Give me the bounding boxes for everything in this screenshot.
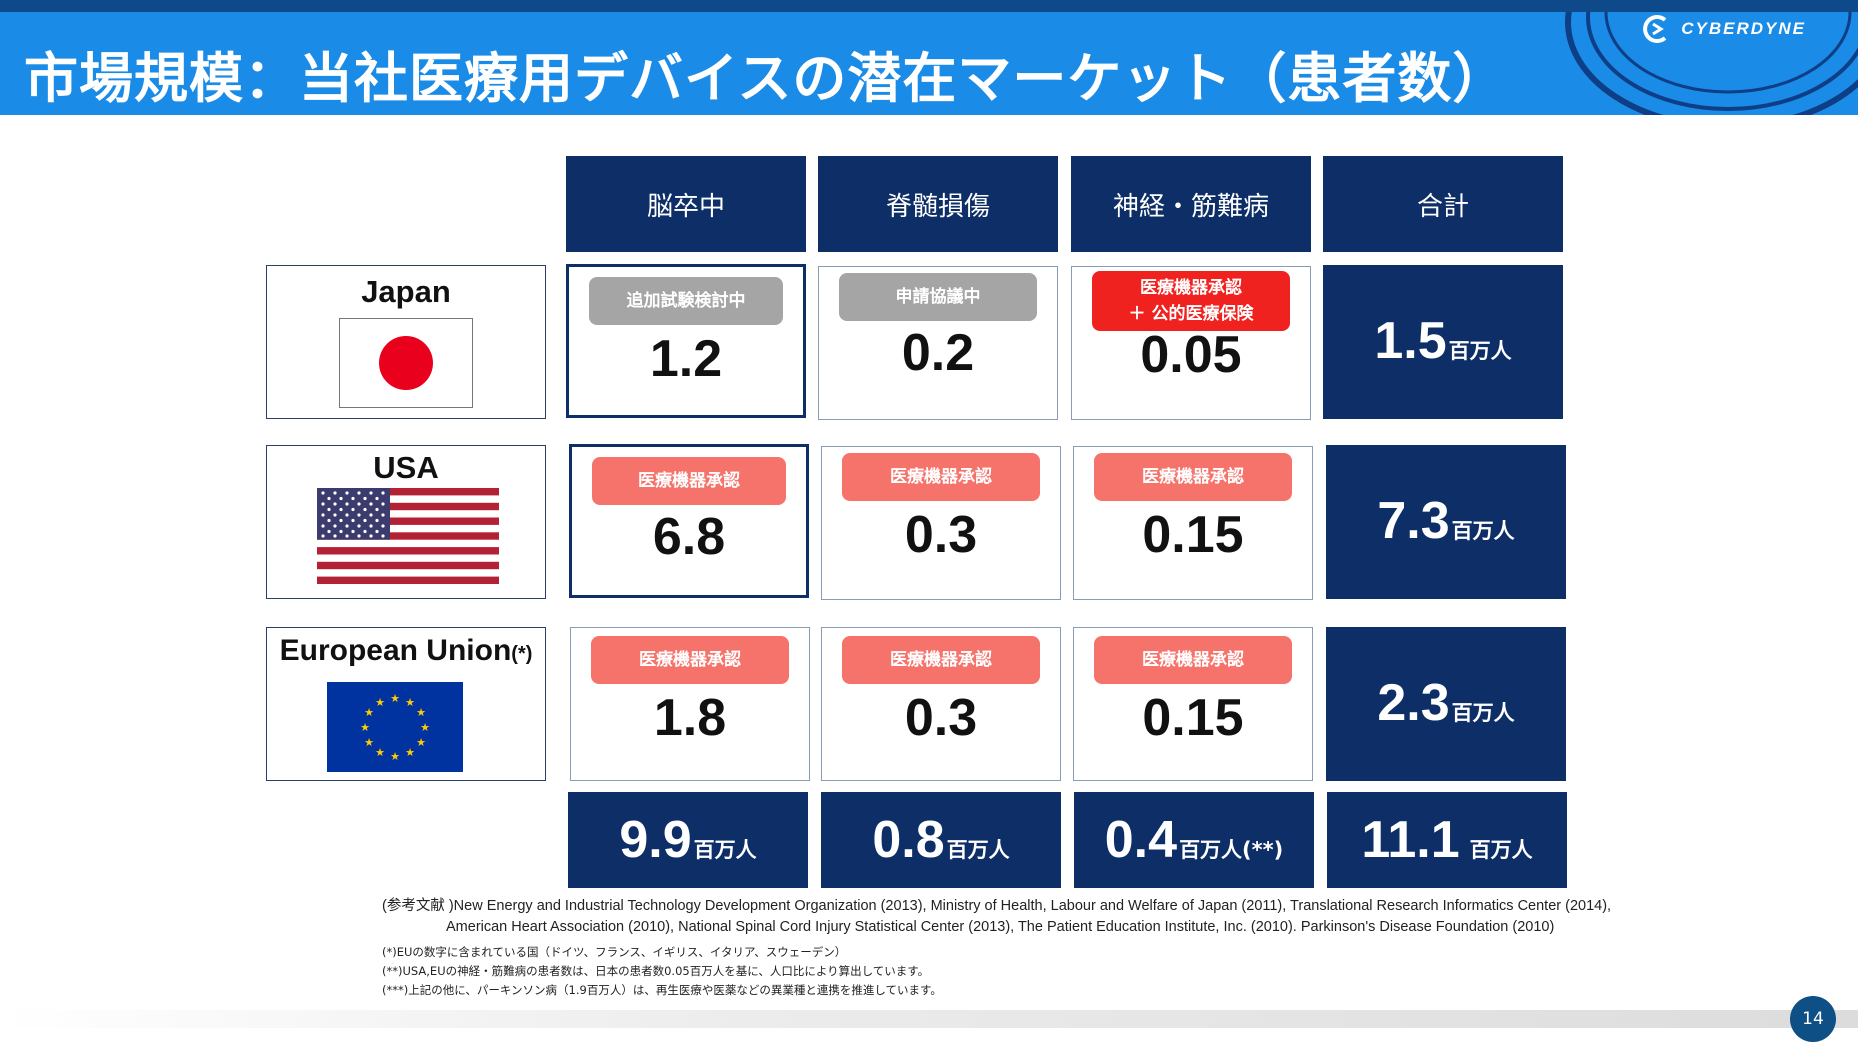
patient-count: 0.05 xyxy=(1140,326,1242,384)
country-name: Japan xyxy=(361,274,451,309)
logo-text: CYBERDYNE xyxy=(1681,19,1806,38)
country-name-line: European Union(*) xyxy=(267,634,545,668)
status-badge: 医療機器承認 ＋ 公的医療保険 xyxy=(1092,271,1290,331)
page-title: 市場規模：当社医療用デバイスの潜在マーケット（患者数） xyxy=(24,47,1508,110)
eu-flag-icon: ★ ★ ★ ★ ★ ★ ★ ★ ★ ★ ★ ★ xyxy=(327,682,463,772)
page-number: 14 xyxy=(1790,996,1836,1042)
country-name: European Union xyxy=(279,634,512,667)
svg-text:★: ★ xyxy=(405,746,415,759)
total-unit: 百万人 xyxy=(1448,339,1512,363)
total-unit: 百万人 xyxy=(1451,519,1515,543)
status-badge: 医療機器承認 xyxy=(591,636,789,684)
badge-line: 医療機器承認 xyxy=(1140,278,1242,298)
column-total-value: 0.8 xyxy=(872,811,945,869)
column-total-value: 11.1 xyxy=(1361,811,1460,869)
svg-text:★: ★ xyxy=(375,746,385,759)
status-badge: 追加試験検討中 xyxy=(589,277,783,325)
footnote: (*)EUの数字に含まれている国（ドイツ、フランス、イギリス、イタリア、スウェー… xyxy=(382,945,847,959)
country-usa: USA xyxy=(266,445,546,599)
footer-bar xyxy=(0,1010,1858,1028)
cell-japan-stroke: 追加試験検討中 1.2 xyxy=(566,264,806,418)
badge-line: ＋ 公的医療保険 xyxy=(1128,304,1254,324)
japan-flag-icon xyxy=(339,318,473,408)
total-eu: 2.3 百万人 xyxy=(1326,627,1566,781)
country-eu: European Union(*) ★ ★ ★ ★ ★ ★ ★ ★ ★ ★ ★ … xyxy=(266,627,546,781)
cell-eu-stroke: 医療機器承認 1.8 xyxy=(570,627,810,781)
svg-text:★: ★ xyxy=(360,721,370,734)
total-unit: 百万人 xyxy=(1451,701,1515,725)
patient-count: 6.8 xyxy=(652,508,726,566)
column-total-unit: 百万人 xyxy=(946,838,1010,862)
title-bar: 市場規模：当社医療用デバイスの潜在マーケット（患者数） CYBERDYNE xyxy=(0,12,1858,115)
svg-text:★: ★ xyxy=(420,721,430,734)
svg-text:★: ★ xyxy=(364,706,374,719)
patient-count: 0.15 xyxy=(1142,689,1244,747)
column-total-unit: 百万人(**) xyxy=(1179,838,1284,862)
cell-japan-neuromuscular: 医療機器承認 ＋ 公的医療保険 0.05 xyxy=(1071,266,1311,420)
total-usa: 7.3 百万人 xyxy=(1326,445,1566,599)
reference-line: (参考文献 )New Energy and Industrial Technol… xyxy=(382,898,1612,914)
column-header-neuromuscular: 神経・筋難病 xyxy=(1071,156,1311,252)
top-accent-line xyxy=(0,0,1858,12)
column-total-unit: 百万人 xyxy=(1469,838,1533,862)
country-name: USA xyxy=(373,450,439,485)
column-total-stroke: 9.9 百万人 xyxy=(568,792,808,888)
svg-text:★: ★ xyxy=(405,696,415,709)
status-badge: 医療機器承認 xyxy=(1094,636,1292,684)
patient-count: 0.2 xyxy=(901,324,975,382)
cell-usa-spinal: 医療機器承認 0.3 xyxy=(821,446,1061,600)
country-note: (*) xyxy=(511,643,533,665)
column-total-value: 9.9 xyxy=(619,811,692,869)
cell-japan-spinal: 申請協議中 0.2 xyxy=(818,266,1058,420)
country-japan: Japan xyxy=(266,265,546,419)
svg-text:★: ★ xyxy=(416,736,426,749)
reference-line: American Heart Association (2010), Natio… xyxy=(446,919,1555,935)
footnote: (**)USA,EUの神経・筋難病の患者数は、日本の患者数0.05百万人を基に、… xyxy=(382,964,930,978)
svg-text:★: ★ xyxy=(375,696,385,709)
svg-text:★: ★ xyxy=(390,750,400,763)
status-badge: 医療機器承認 xyxy=(1094,453,1292,501)
usa-flag-icon xyxy=(317,488,499,584)
cell-eu-neuromuscular: 医療機器承認 0.15 xyxy=(1073,627,1313,781)
cell-usa-neuromuscular: 医療機器承認 0.15 xyxy=(1073,446,1313,600)
status-badge: 医療機器承認 xyxy=(592,457,786,505)
svg-text:★: ★ xyxy=(416,706,426,719)
column-header-total: 合計 xyxy=(1323,156,1563,252)
patient-count: 1.8 xyxy=(653,689,727,747)
total-value: 1.5 xyxy=(1374,312,1447,370)
column-total-spinal: 0.8 百万人 xyxy=(821,792,1061,888)
status-badge: 医療機器承認 xyxy=(842,636,1040,684)
column-total-unit: 百万人 xyxy=(693,838,757,862)
svg-text:★: ★ xyxy=(364,736,374,749)
patient-count: 0.3 xyxy=(904,689,978,747)
cell-usa-stroke: 医療機器承認 6.8 xyxy=(569,444,809,598)
column-total-value: 0.4 xyxy=(1104,811,1178,869)
column-header-spinal-cord-injury: 脊髄損傷 xyxy=(818,156,1058,252)
footnote: (***)上記の他に、パーキンソン病（1.9百万人）は、再生医療や医薬などの異業… xyxy=(382,983,942,997)
decorative-arcs xyxy=(1565,12,1858,115)
references: (参考文献 )New Energy and Industrial Technol… xyxy=(382,896,1611,938)
svg-text:★: ★ xyxy=(390,692,400,705)
status-badge: 医療機器承認 xyxy=(842,453,1040,501)
column-header-stroke: 脳卒中 xyxy=(566,156,806,252)
company-logo: CYBERDYNE xyxy=(1639,14,1806,44)
total-japan: 1.5 百万人 xyxy=(1323,265,1563,419)
column-total-neuromuscular: 0.4 百万人(**) xyxy=(1074,792,1314,888)
footnotes: (*)EUの数字に含まれている国（ドイツ、フランス、イギリス、イタリア、スウェー… xyxy=(382,943,942,1000)
cyberdyne-logo-icon xyxy=(1643,15,1667,43)
cell-eu-spinal: 医療機器承認 0.3 xyxy=(821,627,1061,781)
total-value: 7.3 xyxy=(1377,492,1450,550)
status-badge: 申請協議中 xyxy=(839,273,1037,321)
patient-count: 0.3 xyxy=(904,506,978,564)
total-value: 2.3 xyxy=(1377,674,1450,732)
patient-count: 0.15 xyxy=(1142,506,1244,564)
patient-count: 1.2 xyxy=(649,330,723,388)
column-total-grand: 11.1 百万人 xyxy=(1327,792,1567,888)
